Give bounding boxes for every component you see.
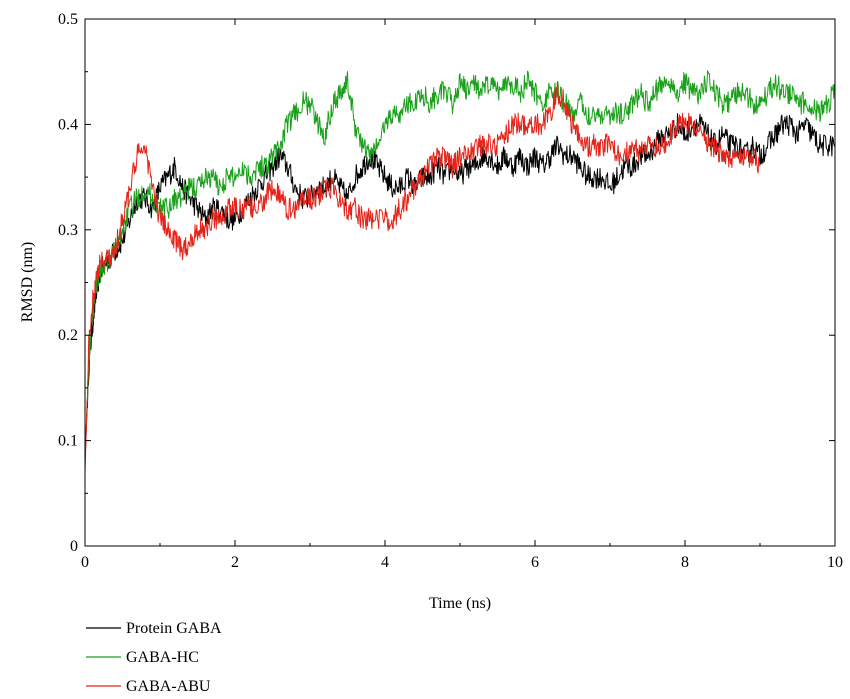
series-line-gaba-abu (84, 80, 761, 473)
legend-label-gaba-abu: GABA-ABU (126, 678, 211, 695)
x-tick-label: 6 (531, 554, 539, 571)
x-tick-label: 10 (827, 554, 843, 571)
y-tick-label: 0.5 (58, 11, 78, 28)
y-tick-label: 0.1 (58, 433, 78, 450)
x-axis: 0 2 4 6 8 10 (81, 19, 843, 571)
plot-area (84, 18, 836, 547)
y-axis: 0 0.1 0.2 0.3 0.4 0.5 (58, 11, 835, 555)
legend-label-gaba-hc: GABA-HC (126, 649, 199, 666)
y-tick-label: 0.2 (58, 327, 78, 344)
plot-frame (84, 18, 836, 547)
y-axis-label: RMSD (nm) (19, 242, 36, 322)
y-tick-label: 0 (70, 538, 78, 555)
x-axis-label: Time (ns) (429, 595, 491, 612)
legend-label-protein-gaba: Protein GABA (126, 620, 222, 637)
y-tick-label: 0.4 (58, 116, 78, 133)
series-line-gaba-hc (84, 70, 836, 462)
x-tick-label: 0 (81, 554, 89, 571)
y-tick-label: 0.3 (58, 222, 78, 239)
x-tick-label: 4 (381, 554, 389, 571)
series-line-protein-gaba (84, 113, 836, 462)
x-tick-label: 2 (231, 554, 239, 571)
legend: Protein GABA GABA-HC GABA-ABU (86, 620, 222, 695)
x-tick-label: 8 (681, 554, 689, 571)
